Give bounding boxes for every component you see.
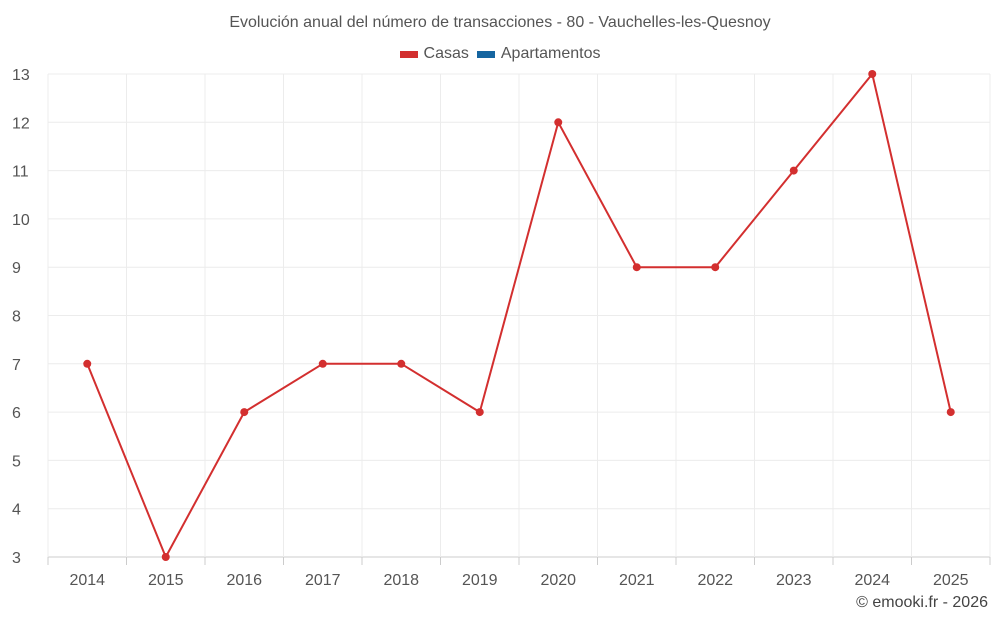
y-tick-label: 13 — [12, 67, 30, 84]
credit-text: © emooki.fr - 2026 — [856, 594, 988, 611]
legend: Casas Apartamentos — [0, 45, 1000, 63]
data-point[interactable] — [711, 263, 720, 272]
x-tick-label: 2014 — [69, 572, 105, 589]
y-tick-label: 9 — [12, 260, 21, 277]
axis-layer: 3 4 5 6 7 8 9 10 11 12 13 2014 2015 2016 2017 2018 2019 2… — [12, 67, 991, 589]
x-tick-label: 2017 — [305, 572, 341, 589]
data-point[interactable] — [868, 70, 877, 78]
y-tick-label: 4 — [12, 502, 21, 519]
y-tick-label: 12 — [12, 115, 30, 132]
legend-label-apartamentos: Apartamentos — [500, 45, 601, 62]
legend-swatch-casas — [399, 50, 418, 58]
y-tick-label: 6 — [12, 405, 21, 422]
x-tick-label: 2018 — [383, 572, 419, 589]
x-tick-label: 2024 — [854, 572, 890, 589]
legend-swatch-apartamentos — [476, 50, 495, 58]
y-tick-label: 3 — [12, 550, 21, 567]
series-layer — [83, 70, 955, 561]
series-line-casas — [86, 73, 952, 558]
y-tick-label: 7 — [12, 357, 21, 374]
legend-item-casas[interactable]: Casas — [399, 45, 469, 63]
data-point[interactable] — [475, 408, 484, 417]
x-tick-label: 2020 — [540, 572, 576, 589]
data-point[interactable] — [83, 359, 92, 368]
legend-label-casas: Casas — [423, 45, 469, 62]
x-tick-label: 2021 — [619, 572, 655, 589]
x-tick-label: 2025 — [933, 572, 969, 589]
y-tick-label: 8 — [12, 309, 21, 326]
data-point[interactable] — [554, 118, 563, 127]
data-point[interactable] — [946, 408, 955, 417]
legend-item-apartamentos[interactable]: Apartamentos — [476, 45, 601, 63]
x-tick-label: 2016 — [226, 572, 262, 589]
data-point[interactable] — [397, 359, 406, 368]
x-tick-label: 2023 — [776, 572, 812, 589]
data-point[interactable] — [789, 166, 798, 175]
chart-title: Evolución anual del número de transaccio… — [229, 14, 771, 31]
y-tick-label: 5 — [12, 453, 21, 470]
grid-layer — [47, 73, 991, 558]
y-tick-label: 11 — [12, 164, 29, 181]
data-point[interactable] — [632, 263, 641, 272]
x-tick-label: 2022 — [697, 572, 733, 589]
data-point[interactable] — [240, 408, 249, 417]
data-point[interactable] — [318, 359, 327, 368]
y-tick-label: 10 — [12, 212, 30, 229]
x-tick-label: 2019 — [462, 572, 498, 589]
x-tick-label: 2015 — [148, 572, 184, 589]
data-point[interactable] — [161, 553, 170, 561]
